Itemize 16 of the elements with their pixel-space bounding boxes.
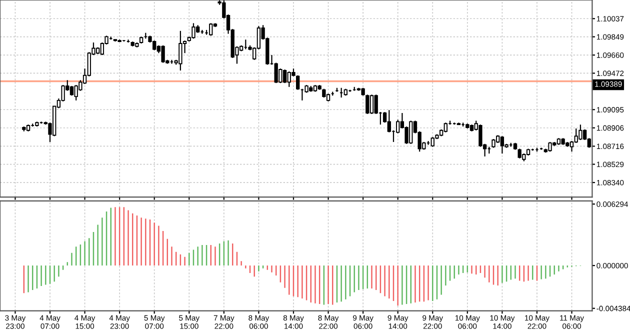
candlestick [548, 141, 552, 152]
candlestick [296, 74, 300, 90]
candlestick [396, 119, 400, 134]
candlestick [370, 94, 374, 115]
candlestick [578, 124, 582, 141]
candlestick [192, 22, 196, 40]
candlestick [70, 85, 74, 96]
candlestick [387, 110, 391, 133]
candlestick [444, 122, 448, 133]
candlestick [209, 22, 213, 36]
candlestick [374, 94, 378, 115]
candlestick [500, 136, 504, 154]
candlestick [366, 94, 370, 115]
candlestick [282, 68, 287, 84]
candlestick [161, 44, 165, 64]
candlestick [178, 30, 182, 72]
